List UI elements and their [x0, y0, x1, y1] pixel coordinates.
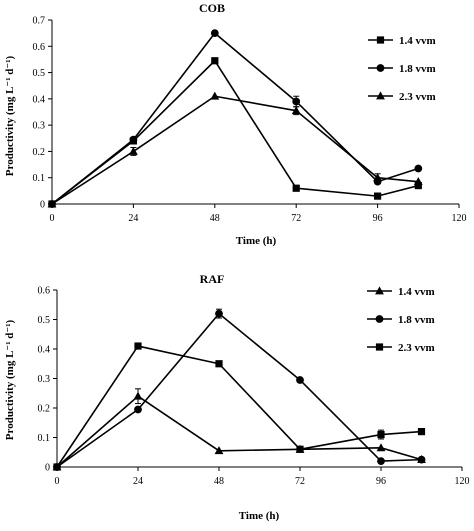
- y-tick-label: 0.4: [38, 345, 51, 356]
- legend-label: 1.8 vvm: [398, 314, 435, 326]
- y-tick-label: 0: [45, 463, 50, 474]
- y-tick-label: 0.2: [38, 404, 51, 415]
- y-tick-label: 0.2: [33, 147, 46, 158]
- x-tick-label: 72: [291, 213, 301, 224]
- legend-entry: 1.8 vvm: [367, 314, 435, 326]
- legend-marker: [376, 36, 385, 44]
- legend-marker: [376, 64, 385, 72]
- series-2-3-vvm: [47, 91, 423, 208]
- x-tick-label: 24: [128, 213, 138, 224]
- data-point: [211, 57, 219, 65]
- series-line: [51, 32, 419, 205]
- y-tick-label: 0.3: [33, 121, 46, 132]
- x-tick-label: 24: [133, 476, 143, 487]
- legend-entry: 2.3 vvm: [368, 91, 436, 103]
- data-point: [377, 457, 385, 465]
- data-point: [133, 391, 143, 400]
- data-point: [292, 184, 300, 192]
- x-tick-label: 72: [295, 476, 305, 487]
- x-tick-label: 48: [210, 213, 220, 224]
- data-point: [134, 405, 142, 414]
- data-point: [373, 173, 382, 182]
- data-point: [214, 446, 224, 455]
- data-point: [215, 360, 223, 368]
- data-point: [129, 135, 138, 144]
- data-point: [296, 445, 304, 453]
- legend-label: 1.4 vvm: [398, 286, 435, 298]
- x-tick-label: 0: [50, 213, 55, 224]
- data-point: [215, 309, 223, 318]
- chart-panel-raf: RAF Time (h) Productivity (mg L⁻¹ d⁻¹) 0…: [4, 272, 470, 522]
- legend-entry: 1.8 vvm: [368, 63, 436, 75]
- series-line: [56, 312, 422, 468]
- legend-entry: 1.4 vvm: [367, 286, 435, 298]
- y-tick-label: 0.1: [33, 173, 46, 184]
- legend-label: 2.3 vvm: [399, 91, 436, 103]
- data-point: [210, 29, 219, 38]
- data-point: [291, 106, 301, 115]
- data-point: [292, 97, 301, 106]
- x-tick-label: 96: [373, 213, 383, 224]
- y-tick-label: 0.4: [33, 94, 46, 105]
- x-tick-label: 120: [452, 213, 467, 224]
- y-axis-label: Productivity (mg L⁻¹ d⁻¹): [4, 319, 16, 440]
- y-tick-label: 0.5: [33, 68, 46, 79]
- legend-label: 2.3 vvm: [398, 342, 435, 354]
- x-axis-label: Time (h): [236, 235, 277, 247]
- y-tick-label: 0.5: [38, 315, 51, 326]
- legend-marker: [376, 91, 385, 100]
- data-point: [376, 443, 386, 452]
- x-tick-label: 96: [376, 476, 386, 487]
- data-point: [47, 199, 57, 208]
- data-point: [53, 463, 61, 471]
- x-tick-label: 48: [214, 476, 224, 487]
- series-2-3-vvm: [53, 342, 426, 471]
- y-tick-label: 0.7: [33, 16, 46, 27]
- series-1-8-vvm: [48, 29, 423, 208]
- legend-label: 1.4 vvm: [399, 35, 436, 47]
- series-line: [56, 345, 422, 468]
- data-point: [374, 192, 382, 200]
- data-point: [413, 177, 423, 186]
- chart-panel-cob: COB Time (h) Productivity (mg L⁻¹ d⁻¹) 0…: [4, 1, 467, 247]
- y-axis-label: Productivity (mg L⁻¹ d⁻¹): [4, 55, 16, 176]
- data-point: [414, 164, 423, 173]
- series-1-4-vvm: [48, 57, 422, 208]
- chart-title: RAF: [200, 272, 225, 286]
- y-tick-label: 0: [40, 200, 45, 211]
- data-point: [417, 428, 426, 436]
- chart-title: COB: [199, 1, 225, 15]
- legend-marker: [375, 343, 384, 351]
- legend-marker: [375, 286, 384, 295]
- series-line: [51, 95, 419, 205]
- data-point: [414, 182, 422, 190]
- legend-label: 1.8 vvm: [399, 63, 436, 75]
- y-tick-label: 0.6: [33, 42, 46, 53]
- data-point: [377, 430, 385, 439]
- y-tick-label: 0.1: [38, 433, 51, 444]
- data-point: [417, 455, 426, 464]
- x-axis-label: Time (h): [239, 510, 280, 522]
- data-point: [134, 342, 142, 350]
- legend-entry: 1.4 vvm: [368, 35, 436, 47]
- legend-entry: 2.3 vvm: [367, 342, 435, 354]
- x-tick-label: 0: [55, 476, 60, 487]
- data-point: [210, 91, 220, 100]
- data-point: [129, 146, 138, 155]
- series-line: [51, 59, 419, 205]
- y-tick-label: 0.6: [38, 286, 51, 297]
- y-tick-label: 0.3: [38, 374, 51, 385]
- data-point: [296, 376, 304, 384]
- legend-marker: [375, 315, 384, 323]
- x-tick-label: 120: [455, 476, 470, 487]
- series-line: [56, 395, 422, 468]
